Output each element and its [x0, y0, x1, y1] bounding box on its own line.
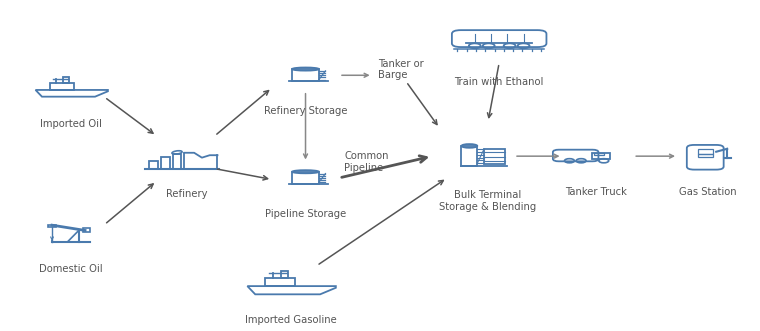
- Text: Refinery Storage: Refinery Storage: [264, 106, 347, 117]
- Bar: [461, 146, 477, 166]
- Text: Domestic Oil: Domestic Oil: [39, 263, 103, 273]
- Text: Refinery: Refinery: [166, 189, 207, 199]
- Bar: [292, 172, 319, 184]
- Text: Tanker or
Barge: Tanker or Barge: [378, 59, 423, 80]
- Bar: [48, 224, 55, 227]
- Bar: [594, 153, 604, 155]
- Text: Imported Gasoline: Imported Gasoline: [245, 315, 337, 325]
- Text: Gas Station: Gas Station: [679, 187, 736, 197]
- Text: Imported Oil: Imported Oil: [40, 119, 102, 129]
- Text: Pipeline Storage: Pipeline Storage: [265, 209, 346, 219]
- Bar: [50, 83, 74, 90]
- Text: Tanker Truck: Tanker Truck: [565, 187, 627, 197]
- Text: Train with Ethanol: Train with Ethanol: [454, 77, 544, 87]
- Bar: [173, 154, 182, 169]
- Bar: [698, 149, 713, 154]
- Bar: [83, 228, 90, 232]
- Bar: [593, 153, 610, 159]
- Bar: [150, 161, 158, 169]
- Text: Common
Pipeline: Common Pipeline: [344, 151, 389, 172]
- Bar: [265, 278, 295, 286]
- Bar: [292, 69, 319, 81]
- Bar: [63, 77, 68, 83]
- Text: Bulk Terminal
Storage & Blending: Bulk Terminal Storage & Blending: [439, 190, 537, 212]
- Bar: [280, 270, 288, 278]
- Bar: [484, 149, 505, 164]
- Bar: [698, 154, 713, 157]
- Bar: [161, 157, 169, 169]
